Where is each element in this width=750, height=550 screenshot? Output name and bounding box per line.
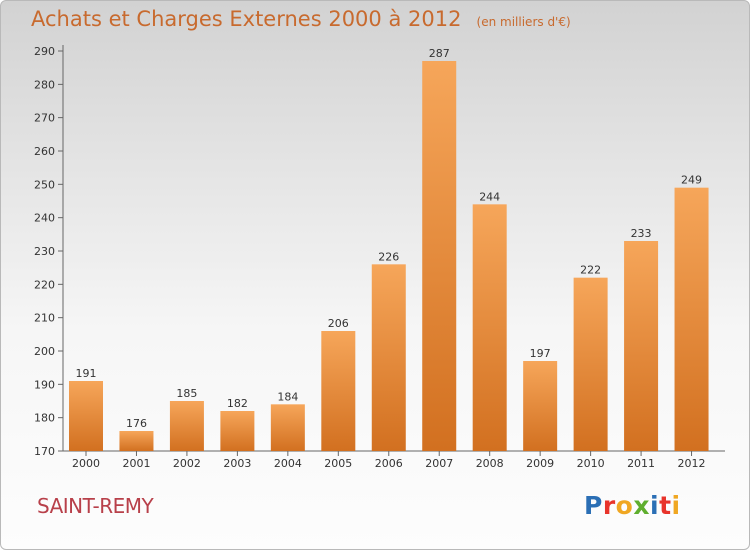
x-tick-label: 2009 — [526, 457, 554, 470]
logo-letter: r — [602, 491, 616, 520]
x-tick-label: 2008 — [476, 457, 504, 470]
bar-value-label: 249 — [681, 174, 702, 187]
bar — [220, 411, 255, 451]
y-tick-label: 210 — [34, 312, 55, 325]
logo-letter: x — [633, 491, 650, 520]
bar — [472, 204, 507, 451]
bar — [169, 401, 204, 451]
bar-value-label: 233 — [631, 227, 652, 240]
title-row: Achats et Charges Externes 2000 à 2012 (… — [31, 7, 571, 31]
bar-value-label: 287 — [429, 47, 450, 60]
bar-value-label: 185 — [176, 387, 197, 400]
y-tick-label: 170 — [34, 445, 55, 458]
x-tick-label: 2003 — [223, 457, 251, 470]
city-name: SAINT-REMY — [37, 494, 154, 518]
bar-value-label: 191 — [76, 367, 97, 380]
logo-letter: P — [584, 491, 603, 520]
x-tick-label: 2001 — [122, 457, 150, 470]
y-tick-label: 220 — [34, 278, 55, 291]
logo-letter: o — [615, 491, 634, 520]
logo-letter: i — [671, 491, 681, 520]
bar-value-label: 244 — [479, 190, 500, 203]
bar — [119, 431, 154, 451]
bar-value-label: 182 — [227, 397, 248, 410]
bar — [422, 61, 457, 451]
bar — [573, 277, 608, 451]
bar-value-label: 222 — [580, 264, 601, 277]
bar-value-label: 184 — [277, 390, 298, 403]
y-tick-label: 180 — [34, 412, 55, 425]
bar — [523, 361, 558, 451]
y-tick-label: 200 — [34, 345, 55, 358]
y-tick-label: 280 — [34, 78, 55, 91]
chart-title: Achats et Charges Externes 2000 à 2012 — [31, 7, 462, 31]
y-tick-label: 190 — [34, 378, 55, 391]
x-tick-label: 2010 — [577, 457, 605, 470]
logo-letter: i — [650, 491, 660, 520]
proxiti-logo: Proxiti — [584, 491, 681, 520]
chart-subtitle: (en milliers d'€) — [476, 15, 571, 29]
y-tick-label: 260 — [34, 145, 55, 158]
x-tick-label: 2005 — [324, 457, 352, 470]
x-tick-label: 2002 — [173, 457, 201, 470]
bar — [371, 264, 406, 451]
y-tick-label: 270 — [34, 112, 55, 125]
y-tick-label: 250 — [34, 178, 55, 191]
y-tick-label: 230 — [34, 245, 55, 258]
y-tick-label: 240 — [34, 212, 55, 225]
x-tick-label: 2012 — [678, 457, 706, 470]
x-tick-label: 2007 — [425, 457, 453, 470]
bar — [69, 381, 103, 451]
x-tick-label: 2004 — [274, 457, 302, 470]
bar — [321, 331, 356, 451]
bar-value-label: 176 — [126, 417, 147, 430]
x-tick-label: 2011 — [627, 457, 655, 470]
x-tick-label: 2000 — [72, 457, 100, 470]
bar-value-label: 197 — [530, 347, 551, 360]
y-tick-label: 290 — [34, 45, 55, 58]
x-tick-label: 2006 — [375, 457, 403, 470]
bar — [270, 404, 305, 451]
bar-value-label: 206 — [328, 317, 349, 330]
logo-letter: t — [659, 491, 672, 520]
bar — [674, 187, 709, 451]
bar-value-label: 226 — [378, 250, 399, 263]
bar — [624, 241, 659, 451]
